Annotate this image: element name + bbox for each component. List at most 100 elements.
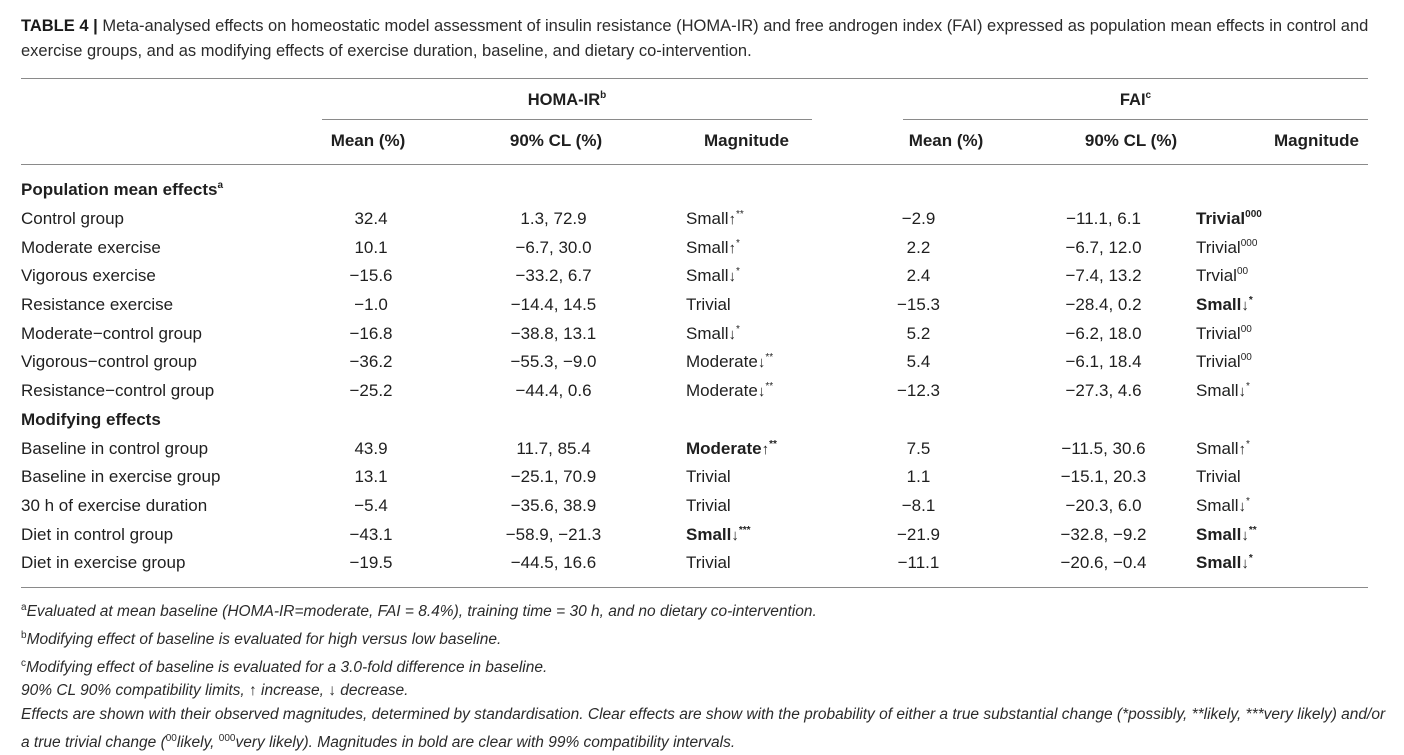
- homa-cl-cell: −14.4, 14.5: [510, 295, 597, 315]
- homa-magnitude-cell: Small↓***: [686, 524, 751, 544]
- table-row: Baseline in exercise group 13.1 −25.1, 70.…: [21, 463, 1371, 492]
- homa-mean-cell: −25.2: [349, 381, 393, 401]
- footnote-c: cModifying effect of baseline is evaluat…: [21, 657, 548, 676]
- fai-magnitude-cell: Small↓*: [1196, 553, 1253, 573]
- section-heading: Modifying effects: [21, 409, 161, 429]
- homa-cl-cell: −55.3, −9.0: [510, 352, 597, 372]
- homa-magnitude-cell: Small↓*: [686, 266, 740, 286]
- table-row: Baseline in control group 43.9 11.7, 85.4 M…: [21, 434, 1371, 463]
- section-row: Modifying effects: [21, 406, 1371, 435]
- row-label: Diet in exercise group: [21, 553, 186, 573]
- homa-mean-cell: −16.8: [349, 323, 393, 343]
- fai-magnitude-cell: Trivial: [1196, 467, 1241, 487]
- fai-cl-cell: −15.1, 20.3: [1060, 467, 1147, 487]
- header-rule: [21, 164, 1368, 165]
- homa-cl-cell: −38.8, 13.1: [510, 323, 597, 343]
- col-header-homa-magnitude: Magnitude: [704, 131, 789, 150]
- homa-magnitude-cell: Moderate↓**: [686, 381, 774, 401]
- fai-cl-cell: −11.1, 6.1: [1066, 209, 1141, 229]
- homa-magnitude-cell: Trivial: [686, 553, 731, 573]
- fai-magnitude-cell: Small↓**: [1196, 524, 1257, 544]
- table-footnotes: aEvaluated at mean baseline (HOMA-IR=mod…: [21, 596, 1386, 755]
- fai-mean-cell: −8.1: [901, 495, 936, 515]
- homa-mean-cell: −19.5: [349, 553, 393, 573]
- fai-magnitude-cell: Small↑*: [1196, 438, 1250, 458]
- homa-mean-cell: −1.0: [354, 295, 388, 315]
- row-label: Resistance exercise: [21, 295, 174, 315]
- row-label: Control group: [21, 209, 125, 229]
- fai-cl-cell: −6.1, 18.4: [1065, 352, 1142, 372]
- col-header-homa-cl: 90% CL (%): [509, 131, 603, 150]
- homa-cl-cell: −44.5, 16.6: [510, 553, 597, 573]
- fai-cl-cell: −6.7, 12.0: [1065, 237, 1142, 257]
- fai-cl-cell: −32.8, −9.2: [1060, 524, 1147, 544]
- table-row: Diet in control group −43.1 −58.9, −21.3 Sm…: [21, 520, 1371, 549]
- fai-mean-cell: −2.9: [901, 209, 936, 229]
- row-label: Diet in control group: [21, 524, 174, 544]
- row-label: Baseline in exercise group: [21, 467, 221, 487]
- homa-mean-cell: −15.6: [349, 266, 393, 286]
- fai-mean-cell: −12.3: [896, 381, 940, 401]
- homa-mean-cell: −43.1: [349, 524, 393, 544]
- footnote-a: aEvaluated at mean baseline (HOMA-IR=mod…: [21, 602, 817, 620]
- fai-mean-cell: 2.2: [906, 237, 931, 257]
- group-rule-homa-ir: [322, 119, 812, 120]
- row-label: Vigorous exercise: [21, 266, 156, 286]
- fai-cl-cell: −20.3, 6.0: [1065, 495, 1142, 515]
- table-caption: TABLE 4 | Meta-analysed effects on homeo…: [21, 14, 1381, 64]
- homa-cl-cell: −44.4, 0.6: [515, 381, 592, 401]
- fai-mean-cell: −15.3: [896, 295, 940, 315]
- homa-mean-cell: −36.2: [349, 352, 393, 372]
- group-header-fai: FAIc: [1119, 90, 1152, 109]
- fai-magnitude-cell: Small↓*: [1196, 295, 1253, 315]
- fai-magnitude-cell: Small↓*: [1196, 381, 1250, 401]
- homa-magnitude-cell: Small↑**: [686, 209, 744, 229]
- homa-magnitude-cell: Small↑*: [686, 237, 740, 257]
- homa-mean-cell: 10.1: [354, 237, 388, 257]
- table-row: Resistance−control group −25.2 −44.4, 0.6 M…: [21, 377, 1371, 406]
- homa-cl-cell: 1.3, 72.9: [520, 209, 587, 229]
- table-number: TABLE 4 |: [21, 17, 98, 35]
- homa-cl-cell: −35.6, 38.9: [510, 495, 597, 515]
- top-rule: [21, 78, 1368, 79]
- row-label: 30 h of exercise duration: [21, 495, 208, 515]
- row-label: Moderate−control group: [21, 323, 202, 343]
- footnote-cl: 90% CL 90% compatibility limits, ↑ incre…: [21, 682, 409, 700]
- bottom-rule: [21, 587, 1368, 588]
- footnote-effects: Effects are shown with their observed ma…: [21, 706, 1386, 751]
- homa-mean-cell: 32.4: [354, 209, 388, 229]
- homa-mean-cell: −5.4: [354, 495, 388, 515]
- homa-magnitude-cell: Trivial: [686, 495, 731, 515]
- fai-cl-cell: −6.2, 18.0: [1065, 323, 1142, 343]
- results-table-body: Population mean effectsa Control group 32.…: [21, 176, 1371, 578]
- table-row: 30 h of exercise duration −5.4 −35.6, 38.9…: [21, 492, 1371, 521]
- group-header-homa-ir: HOMA-IRb: [527, 90, 607, 109]
- col-header-homa-mean: Mean (%): [330, 131, 406, 150]
- fai-magnitude-cell: Trivial00: [1196, 323, 1252, 343]
- homa-cl-cell: 11.7, 85.4: [516, 438, 591, 458]
- fai-mean-cell: 2.4: [906, 266, 931, 286]
- table-row: Moderate exercise 10.1 −6.7, 30.0 Small↑* 2.…: [21, 233, 1371, 262]
- fai-mean-cell: −11.1: [897, 553, 940, 573]
- table-row: Vigorous exercise −15.6 −33.2, 6.7 Small↓* 2…: [21, 262, 1371, 291]
- col-header-fai-cl: 90% CL (%): [1084, 131, 1178, 150]
- homa-magnitude-cell: Moderate↑**: [686, 438, 777, 458]
- table-row: Diet in exercise group −19.5 −44.5, 16.6 Tr…: [21, 549, 1371, 578]
- homa-cl-cell: −25.1, 70.9: [510, 467, 597, 487]
- table-row: Vigorous−control group −36.2 −55.3, −9.0 Mo…: [21, 348, 1371, 377]
- fai-magnitude-cell: Trvial00: [1196, 266, 1249, 286]
- fai-cl-cell: −28.4, 0.2: [1065, 295, 1142, 315]
- fai-mean-cell: 7.5: [906, 438, 931, 458]
- col-header-fai-mean: Mean (%): [908, 131, 984, 150]
- fai-mean-cell: 5.2: [906, 323, 931, 343]
- homa-magnitude-cell: Trivial: [686, 295, 731, 315]
- homa-cl-cell: −6.7, 30.0: [515, 237, 592, 257]
- row-label: Moderate exercise: [21, 237, 161, 257]
- fai-cl-cell: −20.6, −0.4: [1060, 553, 1147, 573]
- caption-text: Meta-analysed effects on homeostatic mod…: [21, 17, 1369, 60]
- homa-cl-cell: −33.2, 6.7: [515, 266, 592, 286]
- homa-mean-cell: 13.1: [354, 467, 388, 487]
- fai-magnitude-cell: Small↓*: [1196, 495, 1250, 515]
- section-row: Population mean effectsa: [21, 176, 1371, 205]
- fai-cl-cell: −27.3, 4.6: [1065, 381, 1142, 401]
